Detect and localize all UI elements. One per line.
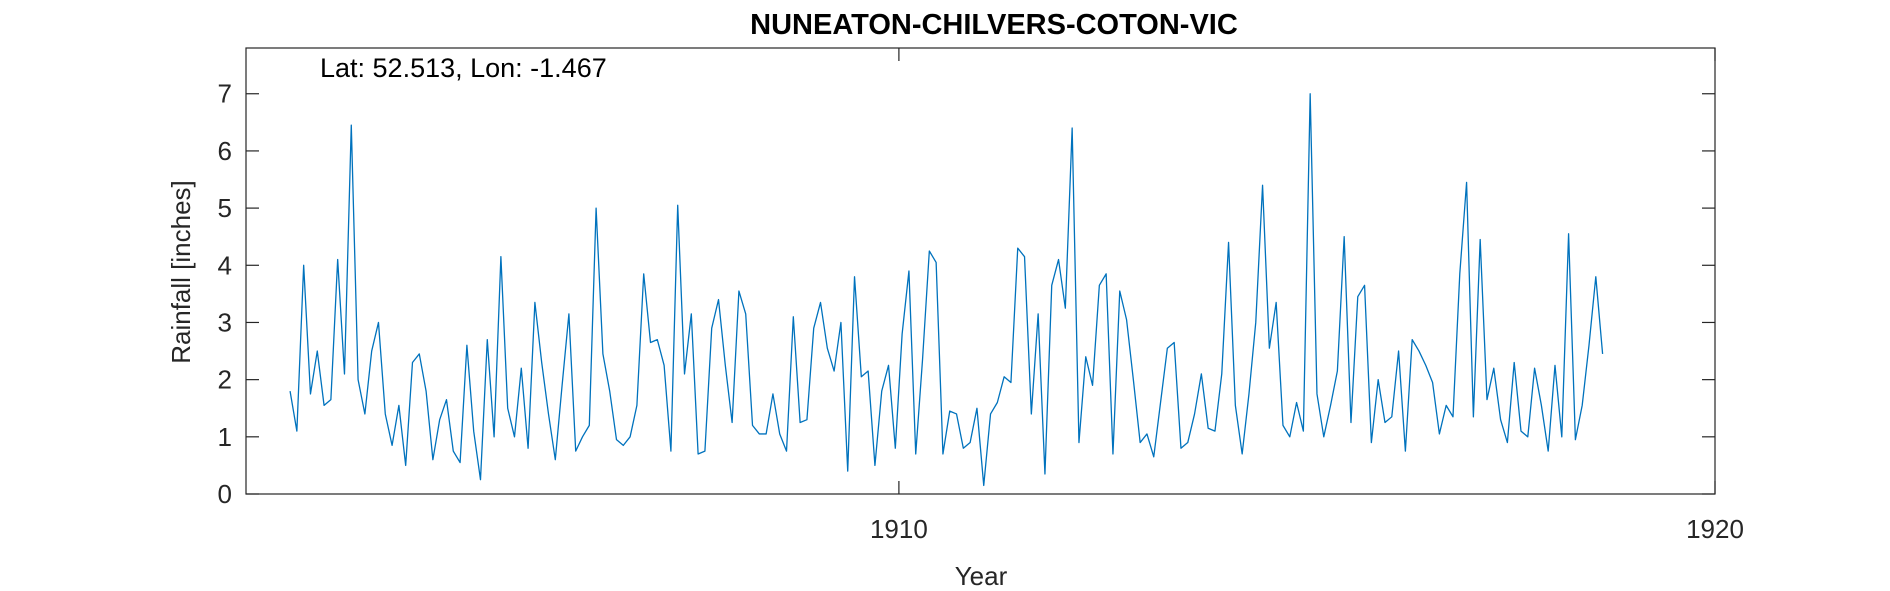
y-tick-label: 0: [218, 479, 232, 509]
y-tick-label: 1: [218, 422, 232, 452]
y-tick-label: 2: [218, 365, 232, 395]
y-axis-ticks: 0 1 2 3 4 5 6 7: [218, 79, 1715, 509]
x-tick-label: 1920: [1686, 514, 1744, 544]
y-tick-label: 5: [218, 193, 232, 223]
y-tick-label: 7: [218, 79, 232, 109]
plot-area-box: [245, 47, 1716, 495]
x-tick-label: 1910: [870, 514, 928, 544]
y-tick-label: 6: [218, 136, 232, 166]
location-annotation: Lat: 52.513, Lon: -1.467: [320, 53, 607, 83]
y-tick-label: 4: [218, 250, 232, 280]
x-axis-label: Year: [955, 561, 1008, 591]
y-tick-label: 3: [218, 307, 232, 337]
x-axis-ticks: 1910 1920: [870, 48, 1744, 544]
rainfall-series-line: [289, 93, 1604, 487]
chart-title: NUNEATON-CHILVERS-COTON-VIC: [750, 9, 1238, 41]
y-axis-label: Rainfall [inches]: [166, 180, 196, 364]
